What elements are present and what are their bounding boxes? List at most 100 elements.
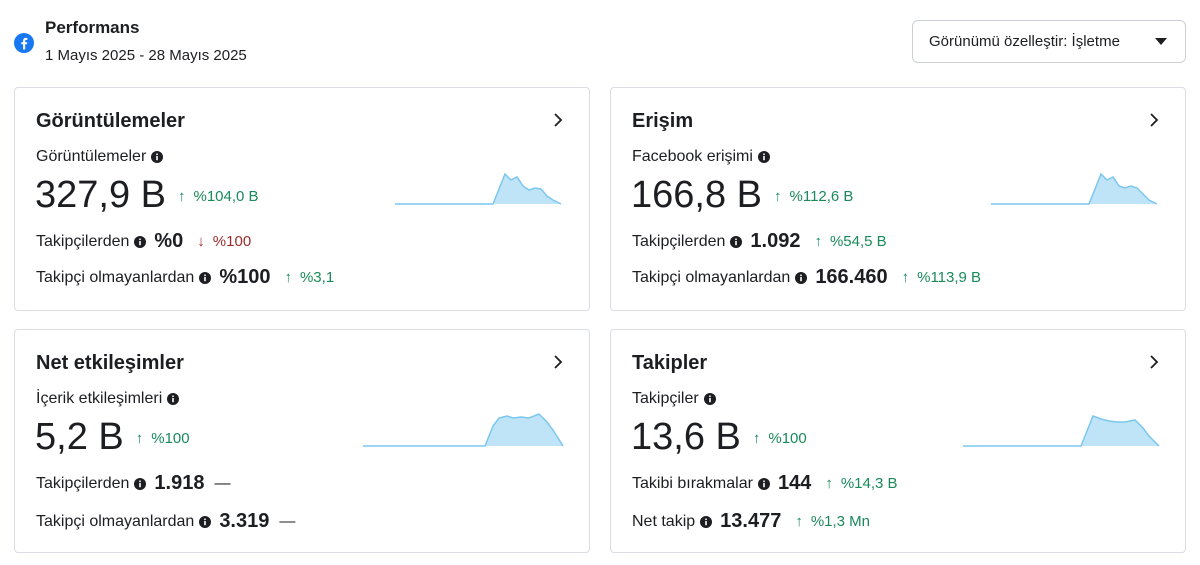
metric-change: ↑ %100 [753, 416, 807, 462]
metric-label-text: Facebook erişimi [632, 148, 753, 165]
row-value: %100 [219, 266, 271, 288]
info-icon[interactable] [199, 515, 212, 528]
row-change: ↑ %113,9 B [902, 269, 981, 286]
follows-card[interactable]: Takipler Takipçiler 13,6 B ↑ %100 Takibi b… [610, 329, 1186, 553]
row-change-text: — [279, 512, 296, 530]
breakdown-row: Takipçilerden %0 ↓ %100 [36, 230, 251, 253]
metric-change: ↑ %112,6 B [774, 174, 853, 220]
performance-header: Performans 1 Mayıs 2025 - 28 Mayıs 2025 … [0, 0, 1200, 80]
chevron-right-icon[interactable] [553, 112, 563, 128]
metric-value: 5,2 B ↑ %100 [35, 414, 190, 462]
row-change-text: — [214, 474, 231, 492]
card-title: Erişim [632, 110, 694, 132]
engagements-card[interactable]: Net etkileşimler İçerik etkileşimleri 5,… [14, 329, 590, 553]
metric-change-text: %100 [151, 429, 190, 447]
arrow-up-icon: ↑ [774, 187, 782, 205]
info-icon[interactable] [151, 151, 164, 163]
info-icon[interactable] [757, 151, 770, 163]
row-change-text: %1,3 Mn [810, 513, 871, 530]
sparkline-chart [991, 172, 1158, 205]
arrow-up-icon: ↑ [752, 429, 761, 447]
metric-change-text: %104,0 B [193, 187, 259, 205]
info-icon[interactable] [134, 235, 147, 248]
metric-label-text: Takipçiler [632, 390, 699, 407]
metric-value-text: 327,9 B [35, 174, 166, 216]
arrow-up-icon: ↑ [901, 269, 910, 286]
info-icon[interactable] [167, 393, 180, 405]
row-change-text: %113,9 B [917, 269, 982, 286]
metric-change: ↑ %104,0 B [178, 174, 259, 220]
info-icon[interactable] [757, 477, 770, 490]
info-icon[interactable] [730, 235, 743, 248]
row-label: Takipçilerden [36, 474, 130, 492]
metric-value-text: 13,6 B [631, 416, 741, 458]
row-change: ↑ %3,1 [284, 269, 334, 286]
row-value: 1.092 [750, 230, 801, 252]
metric-value-text: 5,2 B [35, 416, 124, 458]
views-card[interactable]: Görüntülemeler Görüntülemeler 327,9 B ↑ %1… [14, 87, 590, 311]
breakdown-row: Takipçi olmayanlardan %100 ↑ %3,1 [36, 266, 334, 289]
reach-card[interactable]: Erişim Facebook erişimi 166,8 B ↑ %112,6 B… [610, 87, 1186, 311]
row-value: 166.460 [815, 266, 888, 288]
row-value: %0 [154, 230, 184, 252]
row-change: ↑ %14,3 B [825, 475, 897, 492]
facebook-icon [14, 33, 34, 53]
metric-value: 327,9 B ↑ %104,0 B [35, 172, 259, 220]
row-label: Takipçi olmayanlardan [36, 268, 195, 286]
metric-label: Görüntülemeler [36, 148, 164, 166]
arrow-down-icon: ↓ [197, 233, 205, 250]
row-value: 13.477 [720, 510, 782, 532]
row-change-text: %54,5 B [829, 233, 887, 250]
row-label: Takipçilerden [36, 232, 130, 250]
row-change: ↑ %1,3 Mn [795, 513, 870, 530]
info-icon[interactable] [700, 515, 713, 528]
row-change-text: %3,1 [299, 269, 335, 286]
metric-change-text: %112,6 B [789, 187, 854, 205]
metric-label: Takipçiler [632, 390, 716, 408]
metric-label: Facebook erişimi [632, 148, 770, 166]
metric-change: ↑ %100 [136, 416, 190, 462]
customize-view-label: Görünümü özelleştir: İşletme [929, 33, 1120, 50]
breakdown-row: Takipçilerden 1.092 ↑ %54,5 B [632, 230, 887, 253]
caret-down-icon [1155, 38, 1167, 45]
metric-change-text: %100 [768, 429, 807, 447]
arrow-up-icon: ↑ [135, 429, 144, 447]
arrow-up-icon: ↑ [825, 475, 833, 492]
row-label: Takipçilerden [632, 232, 726, 250]
card-title: Görüntülemeler [36, 110, 185, 132]
card-title: Takipler [632, 352, 708, 374]
arrow-up-icon: ↑ [178, 187, 186, 205]
card-title: Net etkileşimler [36, 352, 184, 374]
breakdown-row: Net takip 13.477 ↑ %1,3 Mn [632, 510, 870, 533]
row-value: 3.319 [219, 510, 270, 532]
metric-value: 13,6 B ↑ %100 [631, 414, 807, 462]
sparkline-chart [963, 415, 1160, 447]
arrow-up-icon: ↑ [284, 269, 292, 286]
row-label: Takibi bırakmalar [632, 474, 753, 492]
metric-label-text: Görüntülemeler [36, 148, 147, 165]
arrow-up-icon: ↑ [814, 233, 822, 250]
row-value: 144 [777, 472, 812, 494]
customize-view-dropdown[interactable]: Görünümü özelleştir: İşletme [912, 20, 1186, 63]
row-change-text: %14,3 B [840, 475, 898, 492]
breakdown-row: Takipçi olmayanlardan 166.460 ↑ %113,9 B [632, 266, 981, 289]
chevron-right-icon[interactable] [553, 354, 563, 370]
row-change: ↑ %54,5 B [814, 233, 886, 250]
arrow-up-icon: ↑ [795, 513, 803, 530]
breakdown-row: Takipçi olmayanlardan 3.319 — [36, 510, 295, 533]
breakdown-row: Takibi bırakmalar 144 ↑ %14,3 B [632, 472, 898, 495]
info-icon[interactable] [703, 393, 716, 405]
chevron-right-icon[interactable] [1149, 354, 1159, 370]
row-label: Takipçi olmayanlardan [632, 268, 791, 286]
metric-value-text: 166,8 B [631, 174, 762, 216]
metric-value: 166,8 B ↑ %112,6 B [631, 172, 853, 220]
metric-label-text: İçerik etkileşimleri [36, 390, 163, 407]
chevron-right-icon[interactable] [1149, 112, 1159, 128]
page-title: Performans [45, 18, 140, 37]
info-icon[interactable] [199, 271, 212, 284]
info-icon[interactable] [134, 477, 147, 490]
sparkline-chart [395, 172, 562, 205]
info-icon[interactable] [795, 271, 808, 284]
row-value: 1.918 [154, 472, 205, 494]
breakdown-row: Takipçilerden 1.918 — [36, 472, 230, 495]
